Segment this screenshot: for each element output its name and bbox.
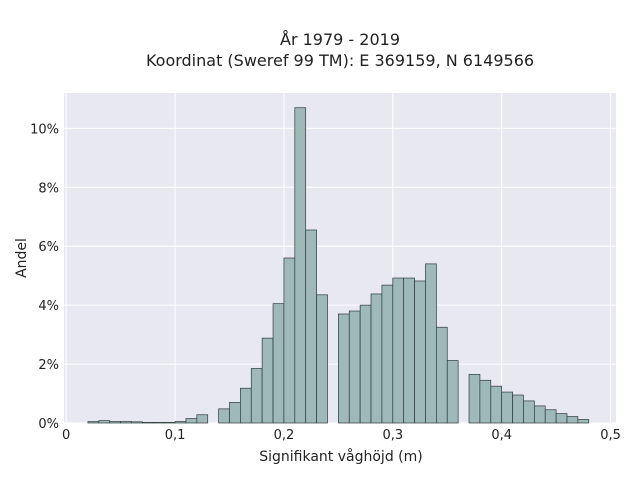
x-axis-label: Signifikant våghöjd (m) (259, 448, 422, 465)
histogram-bar (468, 374, 481, 424)
histogram-bar (229, 402, 241, 424)
histogram-bar (109, 421, 121, 424)
histogram-bar (359, 304, 372, 424)
histogram-bar (240, 387, 252, 424)
histogram-bar (338, 313, 350, 424)
histogram-bar (316, 294, 328, 424)
histogram-bar (512, 394, 524, 424)
histogram-bar (152, 422, 165, 424)
histogram-bar (577, 419, 590, 424)
x-tick-label: 0,2 (274, 428, 295, 443)
histogram-bar (544, 409, 557, 424)
y-tick-label: 8% (38, 181, 59, 196)
histogram-bar (533, 405, 546, 424)
y-tick-label: 6% (38, 240, 59, 255)
x-tick-label: 0,5 (600, 428, 621, 443)
histogram-bar (98, 420, 111, 424)
histogram-bar (425, 263, 437, 424)
y-axis-label: Andel (14, 238, 30, 278)
histogram-bar (414, 280, 426, 424)
histogram-bar (163, 422, 176, 424)
x-tick-label: 0,4 (491, 428, 512, 443)
histogram-bar (174, 421, 187, 424)
histogram-bar (348, 310, 361, 424)
bars (87, 107, 590, 424)
histogram-bar (131, 421, 143, 424)
histogram-bar (142, 422, 154, 424)
histogram-bar (185, 418, 198, 424)
histogram-bar (490, 385, 503, 424)
histogram-bar (87, 421, 100, 424)
histogram-bar (436, 326, 448, 424)
y-tick-label: 10% (30, 122, 59, 137)
histogram-bar (196, 414, 209, 424)
histogram-bar (218, 408, 230, 424)
y-tick-label: 2% (38, 358, 59, 373)
histogram-bar (479, 379, 492, 424)
histogram-bar (566, 416, 579, 424)
y-tick-label: 0% (38, 417, 59, 432)
x-tick-label: 0 (62, 428, 70, 443)
x-tick-label: 0,3 (382, 428, 403, 443)
histogram-bar (250, 368, 263, 424)
chart-title-line-2: Koordinat (Sweref 99 TM): E 369159, N 61… (146, 51, 534, 70)
histogram-bar (403, 277, 415, 424)
histogram-bar (272, 303, 285, 424)
x-tick-label: 0,1 (165, 428, 186, 443)
histogram-bar (294, 107, 307, 424)
histogram-bar (120, 421, 132, 424)
tick-labels: 0 0,1 0,2 0,3 0,4 0,5 0% 2% 4% 6% 8% 10% (30, 122, 621, 443)
histogram-bar (446, 360, 459, 424)
histogram-bar (501, 391, 513, 424)
histogram-bar (370, 293, 383, 424)
histogram-bar (305, 229, 317, 424)
chart-title-line-1: År 1979 - 2019 (280, 30, 400, 49)
histogram-bar (523, 400, 535, 424)
y-tick-label: 4% (38, 299, 59, 314)
histogram-bar (283, 257, 296, 424)
histogram-bar (392, 277, 405, 424)
histogram-bar (381, 284, 394, 424)
histogram-bar (261, 337, 274, 424)
histogram-bar (555, 413, 568, 424)
